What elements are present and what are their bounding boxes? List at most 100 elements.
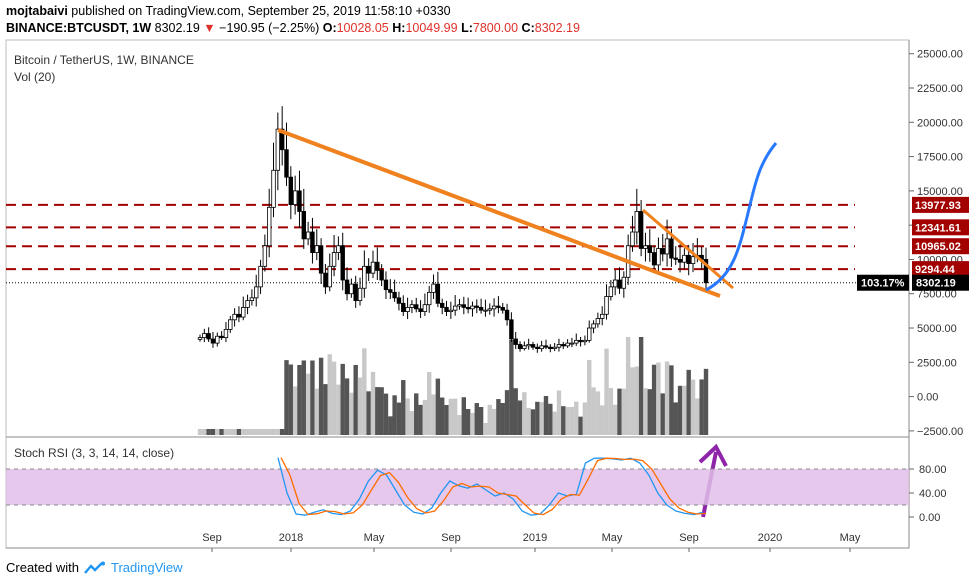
x-tick-label: May xyxy=(602,532,623,544)
pct-label: 103.17% xyxy=(861,278,905,290)
tradingview-brand[interactable]: TradingView xyxy=(110,560,183,575)
volume-bar xyxy=(271,429,276,435)
volume-bar xyxy=(651,364,657,435)
volume-bar xyxy=(318,357,324,435)
candle-body xyxy=(223,328,229,339)
candle-body xyxy=(435,283,441,304)
candle-body xyxy=(491,305,497,310)
x-tick-label: Sep xyxy=(202,532,222,544)
close-value: 8302.19 xyxy=(534,21,580,35)
candle-body xyxy=(569,342,575,345)
volume-label: Vol (20) xyxy=(14,70,55,84)
volume-bar xyxy=(690,379,696,435)
y-tick-label: 20000.00 xyxy=(917,117,963,129)
volume-bar xyxy=(353,364,358,435)
rsi-tick-label: 80.00 xyxy=(919,464,947,476)
volume-bar xyxy=(552,411,557,435)
low-label: L: xyxy=(461,21,473,35)
volume-bar xyxy=(699,379,704,435)
volume-bar xyxy=(565,406,570,435)
candle-body xyxy=(522,345,527,349)
candle-body xyxy=(539,345,544,349)
volume-bar xyxy=(349,392,354,435)
volume-bar xyxy=(362,348,367,435)
volume-bar xyxy=(535,401,540,435)
footer: Created with TradingView xyxy=(6,560,183,575)
volume-bar xyxy=(327,354,332,435)
volume-bar xyxy=(439,397,445,435)
volume-bar xyxy=(444,405,449,435)
volume-bar xyxy=(539,402,544,435)
volume-bar xyxy=(258,429,263,435)
volume-bar xyxy=(262,429,268,435)
volume-bar xyxy=(388,416,393,435)
y-tick-label: 0.00 xyxy=(917,392,938,404)
volume-bar xyxy=(582,402,588,435)
volume-bar xyxy=(206,429,211,435)
volume-bar xyxy=(314,388,319,435)
volume-bar xyxy=(643,388,648,435)
y-tick-label: 15000.00 xyxy=(917,186,963,198)
volume-bar xyxy=(344,378,350,435)
volume-bar xyxy=(245,429,250,435)
candle-body xyxy=(582,339,588,343)
volume-bar xyxy=(223,429,229,435)
volume-bar xyxy=(600,405,605,435)
candle-body xyxy=(197,337,203,340)
candle-body xyxy=(612,279,618,288)
candle-body xyxy=(677,259,683,263)
price-level-label: 13977.93 xyxy=(915,200,961,212)
volume-bar xyxy=(414,393,419,435)
volume-bar xyxy=(323,384,328,435)
y-tick-label: 22500.00 xyxy=(917,83,963,95)
candle-body xyxy=(664,238,670,255)
candle-body xyxy=(526,344,531,347)
candle-body xyxy=(241,307,246,318)
candle-body xyxy=(686,254,691,264)
candle-body xyxy=(543,345,549,348)
price-level-label: 9294.44 xyxy=(915,264,956,276)
volume-bar xyxy=(418,404,423,435)
volume-bar xyxy=(275,429,281,435)
candle-body xyxy=(362,265,367,289)
candle-body xyxy=(500,307,505,311)
candle-body xyxy=(600,313,605,319)
candle-body xyxy=(323,272,328,288)
volume-bar xyxy=(574,401,579,435)
volume-bar xyxy=(561,406,566,435)
volume-bar xyxy=(617,388,622,435)
x-tick-label: Sep xyxy=(441,532,461,544)
drawings xyxy=(277,128,778,518)
candle-body xyxy=(301,211,306,240)
x-tick-label: 2020 xyxy=(758,532,782,544)
volume-bar xyxy=(297,365,302,435)
candle-body xyxy=(630,231,635,247)
candle-body xyxy=(366,265,371,274)
candle-body xyxy=(461,304,467,308)
candle-body xyxy=(349,283,354,295)
stoch-d-line xyxy=(280,457,707,516)
candle-body xyxy=(595,318,601,325)
volume-bar xyxy=(638,337,644,435)
candle-body xyxy=(236,313,242,318)
candle-body xyxy=(396,297,402,304)
candle-body xyxy=(651,252,657,266)
candle-body xyxy=(297,190,302,212)
candle-body xyxy=(478,307,484,311)
volume-bar xyxy=(197,429,203,435)
price-level-label: 10965.02 xyxy=(915,241,961,253)
candle-body xyxy=(344,279,350,295)
candle-body xyxy=(379,270,384,281)
candle-body xyxy=(275,128,281,171)
candle-body xyxy=(474,305,479,308)
candle-body xyxy=(383,279,389,291)
volume-bar xyxy=(219,429,224,435)
author-name[interactable]: mojtabaivi xyxy=(6,4,68,18)
rsi-tick-label: 40.00 xyxy=(919,488,947,500)
volume-bar xyxy=(612,404,618,435)
projection-curve xyxy=(705,142,778,292)
candle-body xyxy=(457,304,462,307)
volume-bar xyxy=(491,408,497,435)
volume-bar xyxy=(470,412,475,435)
